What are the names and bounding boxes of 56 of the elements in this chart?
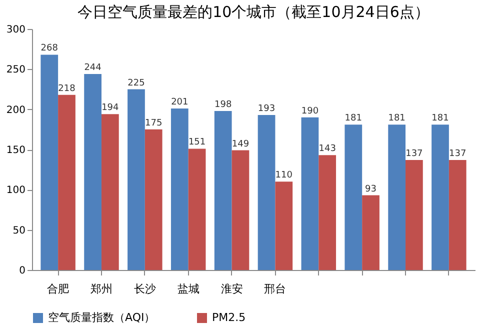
- bar: [214, 110, 232, 270]
- bar: [344, 124, 362, 270]
- bar: [258, 114, 276, 270]
- data-label: 201: [171, 98, 188, 108]
- bar: [388, 124, 406, 270]
- data-label: 190: [301, 106, 319, 116]
- data-label: 181: [432, 114, 449, 124]
- data-label: 149: [232, 139, 250, 150]
- bar: [144, 129, 162, 270]
- x-tick-label: 长沙: [134, 282, 156, 296]
- bar: [432, 124, 449, 270]
- data-label: 181: [344, 114, 362, 124]
- data-label: 175: [145, 118, 162, 128]
- data-label: 137: [449, 148, 466, 159]
- y-tick-label: 300: [6, 24, 26, 36]
- bar: [170, 108, 188, 270]
- x-tick-label: 郑州: [90, 282, 112, 296]
- data-label: 244: [84, 62, 102, 73]
- data-label: 181: [388, 114, 406, 124]
- bar: [448, 160, 466, 270]
- bar: [58, 94, 76, 270]
- y-tick-label: 100: [6, 185, 26, 196]
- bar: [101, 114, 119, 270]
- data-label: 218: [58, 84, 76, 94]
- bar: [128, 89, 145, 270]
- bar: [40, 54, 58, 270]
- data-label: 193: [258, 104, 276, 114]
- x-tick-label: 盐城: [177, 282, 200, 296]
- chart-title: 今日空气质量最差的10个城市（截至10月24日6点）: [78, 3, 430, 21]
- y-tick-label: 50: [12, 225, 26, 236]
- bar: [232, 150, 250, 270]
- y-tick-label: 250: [6, 64, 26, 76]
- legend-label: 空气质量指数（AQI）: [48, 311, 156, 324]
- bar: [362, 195, 380, 270]
- x-tick-label: 淮安: [220, 282, 243, 296]
- data-label: 137: [406, 148, 423, 159]
- bar: [84, 74, 102, 270]
- bar: [275, 182, 293, 270]
- data-label: 93: [365, 184, 376, 194]
- data-label: 194: [102, 103, 120, 114]
- data-label: 198: [214, 100, 232, 110]
- bar: [301, 117, 319, 270]
- y-tick-label: 0: [19, 266, 26, 276]
- data-label: 143: [318, 144, 336, 154]
- data-label: 268: [40, 44, 58, 54]
- bar: [188, 148, 206, 270]
- x-tick-label: 邢台: [264, 282, 286, 296]
- legend-label: PM2.5: [212, 311, 246, 324]
- y-tick-label: 150: [6, 145, 26, 156]
- bar: [318, 155, 336, 270]
- data-label: 110: [275, 170, 293, 181]
- y-tick-label: 200: [6, 104, 26, 116]
- data-label: 225: [128, 78, 145, 88]
- bar: [406, 160, 423, 270]
- x-tick-label: 合肥: [47, 282, 70, 296]
- data-label: 151: [188, 138, 206, 148]
